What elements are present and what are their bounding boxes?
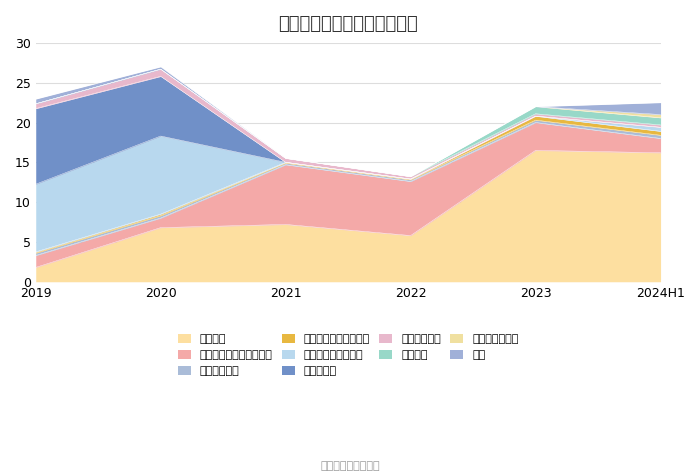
Legend: 货币资金, 一年内到期的非流动资产, 其他流动资产, 其他权益工具投资合计, 其他非流动金融资产, 长期应收款, 长期股权投资, 固定资产, 其他非流动资产, : 货币资金, 一年内到期的非流动资产, 其他流动资产, 其他权益工具投资合计, 其… [174,330,522,379]
Title: 历年主要资产堆积图（亿元）: 历年主要资产堆积图（亿元） [279,15,418,33]
Text: 数据来源：恒生聚源: 数据来源：恒生聚源 [320,461,380,471]
